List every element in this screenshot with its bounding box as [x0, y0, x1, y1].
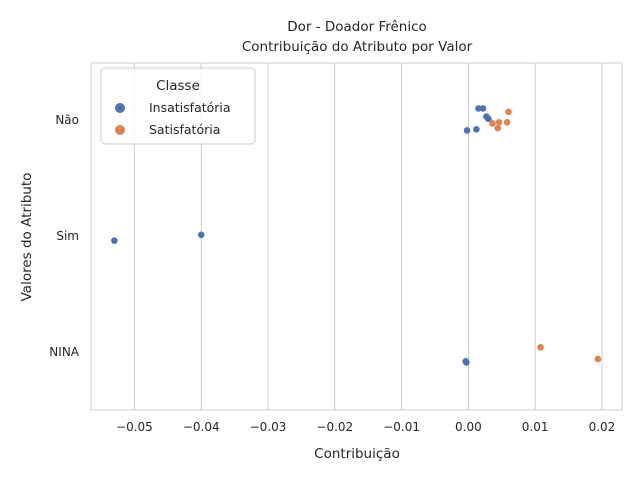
- y-tick-label: Não: [55, 113, 79, 127]
- legend: Classe Insatisfatória Satisfatória: [100, 67, 256, 145]
- y-tick-label: Sim: [56, 229, 79, 243]
- x-tick-label: −0.01: [383, 420, 420, 434]
- x-tick-label: −0.04: [183, 420, 220, 434]
- data-point-series-0: [111, 237, 118, 244]
- x-tick-label: −0.03: [250, 420, 287, 434]
- x-tick-labels: −0.05 −0.04 −0.03 −0.02 −0.01 0.00 0.01 0.02: [116, 420, 615, 434]
- data-point-series-0: [475, 105, 482, 112]
- plot-frame: [90, 62, 623, 411]
- data-point-series-0: [473, 125, 480, 133]
- data-point-series-1: [505, 108, 512, 116]
- x-tick-label: −0.02: [316, 420, 353, 434]
- x-tick-label: 0.01: [522, 420, 549, 434]
- data-point-series-1: [594, 355, 602, 363]
- data-point-series-0: [463, 359, 470, 366]
- x-tick-label: 0.00: [455, 420, 482, 434]
- data-point-series-1: [494, 124, 502, 132]
- x-axis-label: Contribuição: [314, 446, 400, 462]
- legend-label-insatisfatoria: Insatisfatória: [149, 100, 231, 115]
- data-point-series-0: [485, 115, 492, 123]
- data-point-series-1: [495, 119, 503, 126]
- chart-subtitle: Contribuição do Atributo por Valor: [242, 39, 473, 55]
- legend-marker-insatisfatoria: [115, 103, 125, 113]
- data-point-series-1: [503, 119, 511, 126]
- legend-title: Classe: [156, 78, 200, 94]
- y-tick-label: NINA: [49, 345, 79, 359]
- y-tick-labels: Não Sim NINA: [49, 113, 79, 359]
- data-points: [111, 105, 602, 366]
- chart-title: Dor - Doador Frênico: [287, 19, 427, 35]
- data-point-series-0: [463, 127, 471, 134]
- data-point-series-0: [479, 105, 487, 112]
- legend-marker-satisfatoria: [115, 125, 125, 135]
- x-tick-label: −0.05: [116, 420, 153, 434]
- legend-label-satisfatoria: Satisfatória: [149, 122, 220, 137]
- x-tick-label: 0.02: [589, 420, 616, 434]
- legend-box: [100, 67, 256, 145]
- data-point-series-1: [489, 120, 496, 127]
- y-axis-label: Valores do Atributo: [19, 173, 35, 302]
- data-point-series-0: [197, 231, 205, 239]
- data-point-series-1: [537, 344, 544, 351]
